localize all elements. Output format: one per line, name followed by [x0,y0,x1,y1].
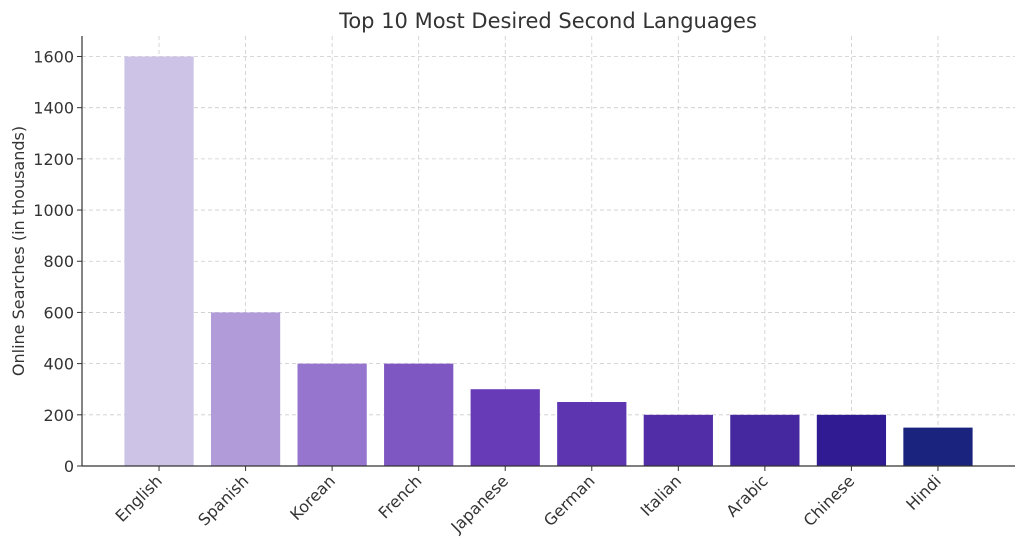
y-tick-label: 600 [43,303,74,322]
bar-italian [643,414,713,466]
x-tick-label: Arabic [722,471,771,520]
bar-english [124,56,194,466]
bar-french [384,363,454,466]
bar-chinese [816,414,887,466]
bar-spanish [210,312,281,466]
bar-korean [297,363,367,466]
chart-title: Top 10 Most Desired Second Languages [338,9,757,33]
x-tick-label: German [540,471,599,530]
bar-japanese [470,389,540,466]
y-tick-label: 400 [43,355,74,374]
y-tick-label: 0 [64,457,74,476]
y-tick-label: 800 [43,252,74,271]
y-axis-label: Online Searches (in thousands) [9,126,28,376]
y-tick-label: 1400 [33,99,74,118]
bar-german [557,402,627,466]
x-tick-label: Chinese [800,471,859,530]
x-tick-label: French [374,471,425,522]
y-tick-label: 200 [43,406,74,425]
y-tick-label: 1600 [33,47,74,66]
x-tick-label: Italian [637,471,686,520]
x-tick-label: Hindi [902,471,945,514]
x-tick-label: English [112,471,166,525]
x-tick-label: Japanese [447,471,513,537]
x-tick-label: Korean [286,471,339,524]
bar-arabic [730,414,800,466]
y-tick-label: 1000 [33,201,74,220]
y-tick-label: 1200 [33,150,74,169]
x-tick-label: Spanish [194,471,252,529]
bar-hindi [903,427,973,466]
